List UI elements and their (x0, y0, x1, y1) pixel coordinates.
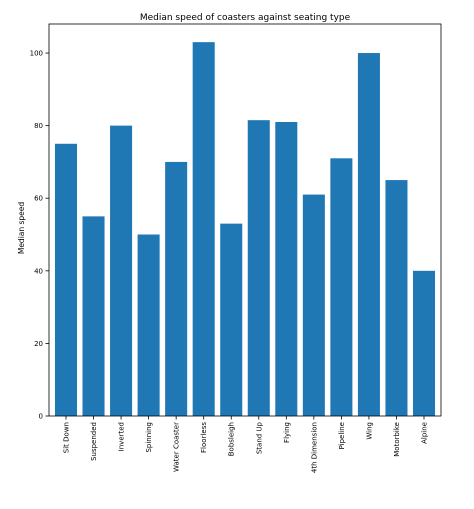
y-tick-label: 0 (39, 413, 43, 421)
x-tick-label: Inverted (118, 422, 126, 451)
bar-spinning (137, 234, 160, 416)
x-tick-label: Wing (365, 422, 373, 440)
bar-motorbike (385, 180, 408, 416)
x-tick-label: Suspended (90, 422, 98, 461)
bar-water-coaster (165, 161, 188, 416)
bar-4th-dimension (302, 194, 325, 416)
x-tick-label: Flying (283, 422, 291, 443)
bar-flying (275, 122, 298, 416)
bar-wing (357, 53, 380, 416)
x-tick-label: Floorless (200, 422, 208, 453)
bar-inverted (110, 125, 133, 416)
x-tick-label: Bobsleigh (228, 422, 236, 456)
bar-floorless (192, 42, 215, 417)
bar-bobsleigh (220, 223, 243, 416)
bar-sit-down (54, 143, 78, 416)
y-tick-label: 40 (34, 267, 43, 275)
x-tick-label: Pipeline (338, 422, 346, 449)
y-tick-label: 20 (34, 340, 43, 348)
x-ticks-group: Sit Down Suspended Inverted Spinning Water C… (63, 416, 429, 473)
x-tick-label: Water Coaster (173, 422, 181, 472)
bar-suspended (82, 216, 105, 416)
x-tick-label: Sit Down (63, 422, 71, 453)
x-tick-label: Alpine (421, 422, 429, 444)
x-tick-label: Spinning (145, 422, 153, 453)
y-axis-label: Median speed (17, 202, 26, 255)
bar-alpine (412, 270, 436, 416)
bar-pipeline (330, 158, 353, 417)
x-tick-label: Stand Up (255, 421, 263, 454)
y-ticks-group: 0 20 40 60 80 100 (30, 50, 49, 421)
y-tick-label: 60 (34, 195, 43, 203)
bar-stand-up (247, 120, 270, 416)
x-tick-label: 4th Dimension (310, 422, 318, 473)
chart-title: Median speed of coasters against seating… (140, 13, 351, 23)
bars-group (54, 42, 436, 417)
y-tick-label: 100 (30, 50, 43, 58)
plot-frame (48, 23, 442, 417)
y-tick-label: 80 (34, 122, 43, 130)
x-tick-label: Motorbike (393, 422, 401, 457)
